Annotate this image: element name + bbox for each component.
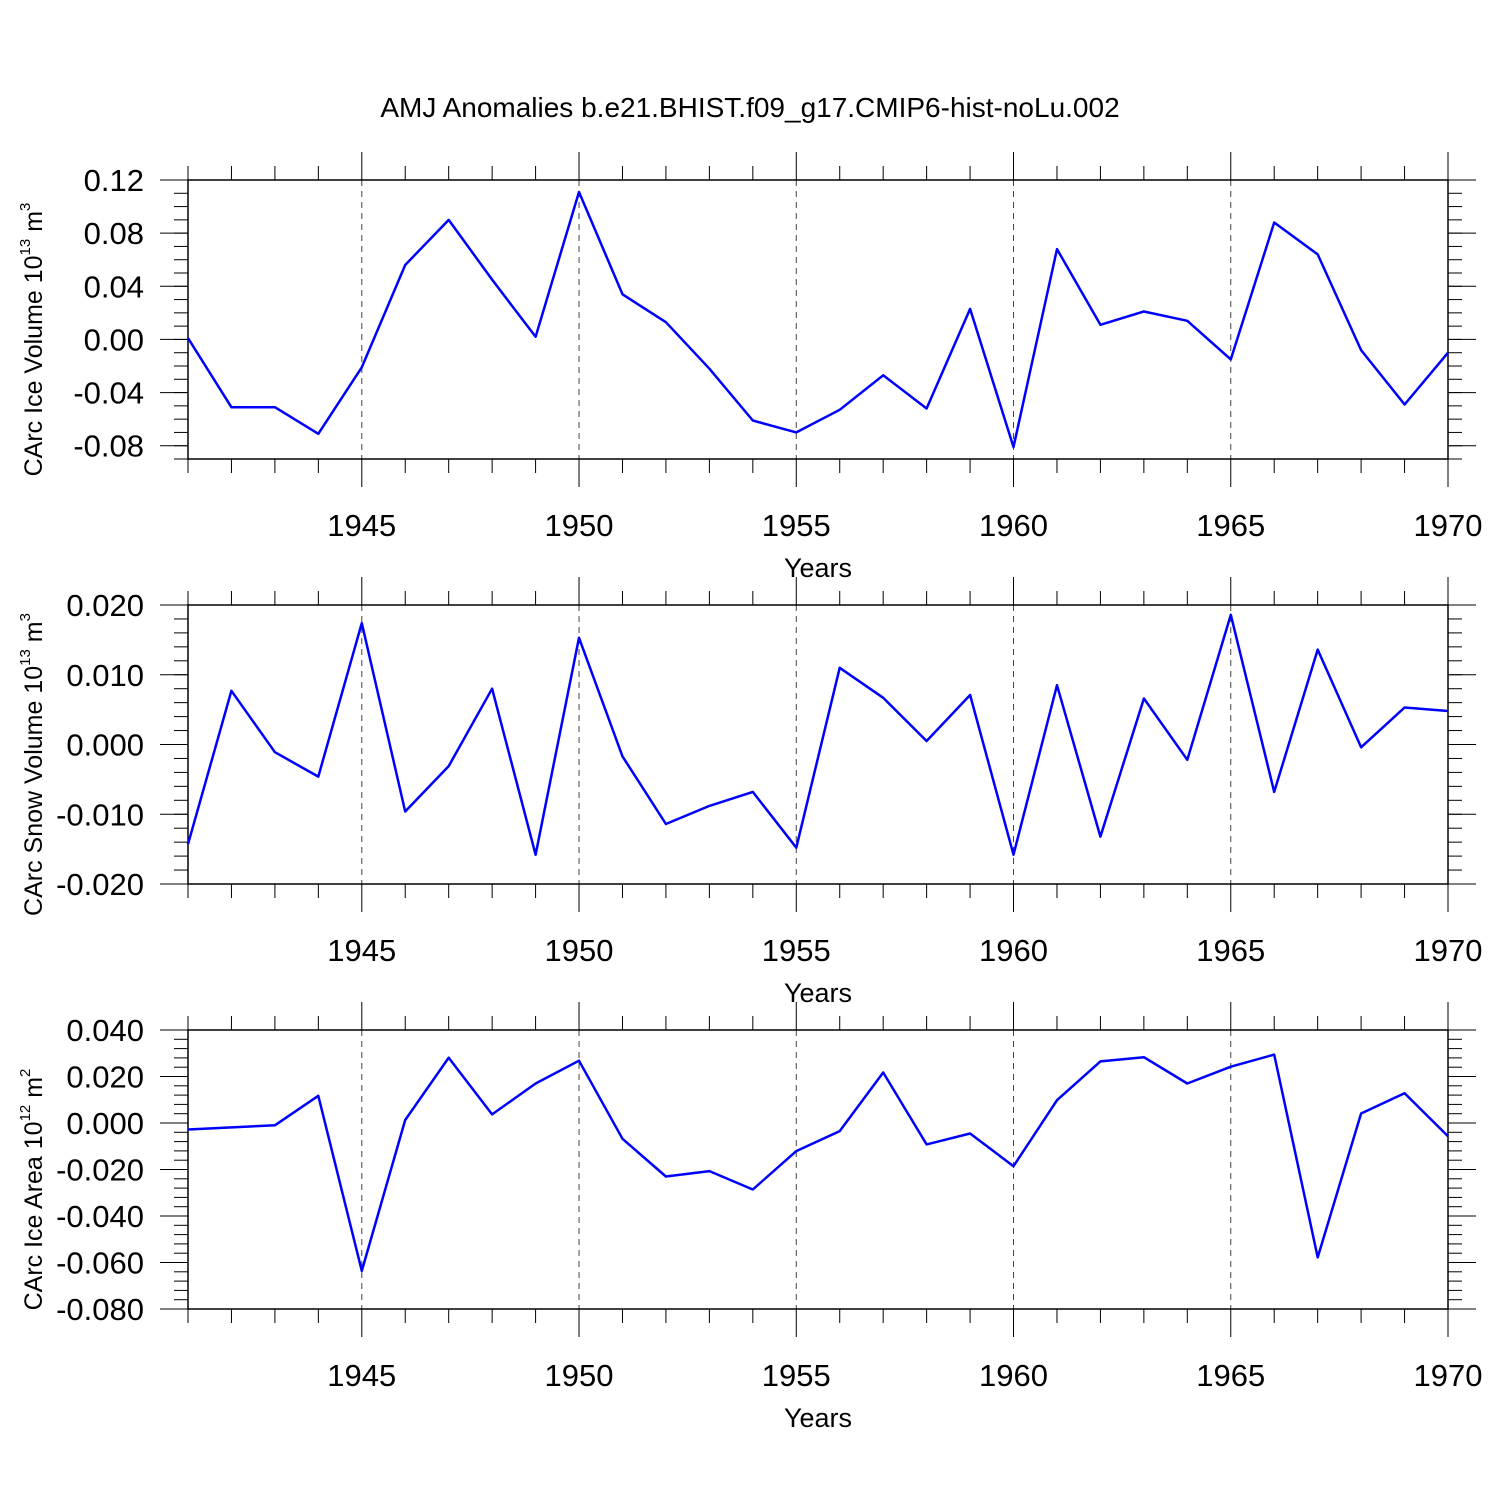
x-tick-label: 1945 [327, 933, 396, 968]
x-axis-label: Years [784, 978, 852, 1008]
y-tick-label: 0.020 [66, 1060, 144, 1095]
figure-title: AMJ Anomalies b.e21.BHIST.f09_g17.CMIP6-… [380, 92, 1119, 123]
x-tick-label: 1970 [1414, 933, 1483, 968]
x-axis-label: Years [784, 1403, 852, 1433]
x-tick-label: 1960 [979, 508, 1048, 543]
x-tick-label: 1970 [1414, 1358, 1483, 1393]
plot-frame [187, 179, 1449, 460]
y-axis-label: CArc Ice Volume 1013 m3 [17, 203, 48, 477]
y-tick-label: 0.010 [66, 658, 144, 693]
y-axis-label: CArc Ice Area 1012 m2 [17, 1069, 48, 1311]
y-tick-label: -0.010 [56, 797, 144, 832]
x-tick-label: 1945 [327, 508, 396, 543]
x-tick-label: 1955 [762, 933, 831, 968]
y-tick-label: -0.020 [56, 1153, 144, 1188]
plot-frame [187, 604, 1449, 885]
x-axis-label: Years [784, 553, 852, 583]
y-tick-label: -0.020 [56, 867, 144, 902]
chart-panels: 0.12 0.08 0.04 0.00 -0.04 -0.08 1945 1950 1955 19… [17, 152, 1482, 1433]
plot-frame [187, 1029, 1449, 1310]
y-tick-label: 0.000 [66, 728, 144, 763]
y-tick-label: -0.040 [56, 1199, 144, 1234]
chart-panel-3: 0.040 0.020 0.000 -0.020 -0.040 -0.060 -0.080 1… [17, 1002, 1482, 1433]
y-tick-label: 0.040 [66, 1013, 144, 1048]
x-tick-label: 1970 [1414, 508, 1483, 543]
y-tick-label: 0.000 [66, 1106, 144, 1141]
series-line [187, 1053, 1449, 1273]
x-tick-label: 1960 [979, 1358, 1048, 1393]
y-tick-label: -0.080 [56, 1292, 144, 1327]
y-tick-label: 0.00 [84, 322, 144, 357]
y-tick-label: 0.08 [84, 216, 144, 251]
x-tick-label: 1960 [979, 933, 1048, 968]
y-tick-label: -0.04 [73, 376, 144, 411]
series-line [186, 190, 1449, 449]
x-tick-label: 1950 [545, 933, 614, 968]
series-line [186, 613, 1449, 856]
y-axis-label: CArc Snow Volume 1013 m3 [17, 613, 48, 916]
x-tick-label: 1955 [762, 508, 831, 543]
x-tick-label: 1950 [545, 508, 614, 543]
y-tick-label: 0.020 [66, 588, 144, 623]
y-tick-label: -0.08 [73, 429, 144, 464]
x-tick-label: 1965 [1196, 933, 1265, 968]
y-tick-label: 0.12 [84, 163, 144, 198]
x-tick-label: 1950 [545, 1358, 614, 1393]
x-tick-label: 1945 [327, 1358, 396, 1393]
chart-panel-2: 0.020 0.010 0.000 -0.010 -0.020 1945 1950 1955 1… [17, 577, 1482, 1008]
x-tick-label: 1955 [762, 1358, 831, 1393]
x-tick-label: 1965 [1196, 508, 1265, 543]
chart-panel-1: 0.12 0.08 0.04 0.00 -0.04 -0.08 1945 1950 1955 19… [17, 152, 1482, 583]
x-tick-label: 1965 [1196, 1358, 1265, 1393]
y-tick-label: 0.04 [84, 269, 144, 304]
y-tick-label: -0.060 [56, 1246, 144, 1281]
